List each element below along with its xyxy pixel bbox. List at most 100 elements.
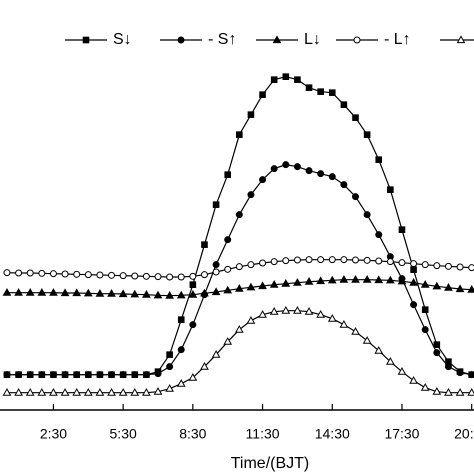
marker [177,316,185,323]
marker [375,257,383,265]
legend-label: - S↑ [208,31,236,48]
marker [305,256,313,264]
marker [468,264,474,272]
marker [212,201,220,208]
marker [304,307,314,315]
marker [165,291,174,299]
marker [362,336,372,344]
marker [211,287,221,296]
marker [15,269,23,277]
marker [293,256,301,264]
marker [444,262,452,270]
marker [83,288,93,297]
marker [25,288,35,296]
marker [363,211,371,219]
marker [316,310,326,318]
marker [339,275,349,283]
marker [352,256,359,264]
marker [212,268,220,276]
marker [26,269,34,277]
legend-marker [272,35,282,44]
marker [247,261,255,269]
marker [2,388,12,396]
marker [72,288,82,297]
marker [293,306,302,314]
marker [317,170,325,178]
marker [282,257,290,265]
marker [153,290,163,299]
marker [38,269,46,277]
marker [176,290,186,299]
marker [200,288,209,297]
legend-marker [177,36,185,44]
marker [270,258,278,266]
x-tick-label: 20:30 [454,426,474,442]
marker [15,371,23,379]
marker [130,388,140,396]
marker [49,388,58,396]
marker [188,373,198,381]
marker [456,263,464,271]
marker [154,370,162,378]
marker [165,384,174,392]
marker [73,270,81,278]
marker [375,156,383,163]
marker [259,259,267,267]
marker [282,73,290,80]
marker [118,289,128,298]
marker [73,371,81,379]
marker [363,256,371,264]
marker [247,191,255,199]
marker [455,284,465,293]
marker [224,265,232,273]
marker [374,275,384,284]
x-tick-label: 14:30 [315,426,350,442]
marker [246,282,256,291]
marker [247,111,255,118]
marker [328,173,336,181]
marker [223,285,233,294]
marker [96,271,104,279]
marker [410,266,417,273]
marker [14,388,23,396]
marker [38,371,46,379]
marker [25,388,35,396]
marker [212,261,220,269]
marker [387,186,394,193]
marker [131,272,139,280]
marker [397,276,407,285]
marker [176,379,186,387]
marker [84,371,92,379]
marker [433,341,441,348]
marker [421,326,429,334]
x-axis-title: Time/(BJT) [231,455,310,472]
marker [385,275,395,284]
marker [154,273,162,281]
marker [421,306,429,313]
series-line [6,310,472,394]
marker [340,256,348,264]
marker [49,288,58,296]
marker [119,272,127,280]
marker [351,275,360,283]
marker [188,290,198,298]
marker [317,256,325,264]
marker [177,346,185,354]
marker [281,306,291,314]
marker [385,357,395,365]
marker [83,388,93,396]
marker [189,321,197,329]
marker [467,285,474,293]
marker [293,163,301,171]
marker [108,371,116,379]
marker [455,388,465,396]
x-tick-label: 2:30 [40,426,67,442]
marker [375,231,383,239]
marker [189,272,197,280]
marker [166,363,174,371]
marker [420,280,430,288]
marker [166,273,174,281]
legend-marker [456,35,466,44]
legend-label: - L↑ [384,31,411,48]
marker [49,270,57,278]
